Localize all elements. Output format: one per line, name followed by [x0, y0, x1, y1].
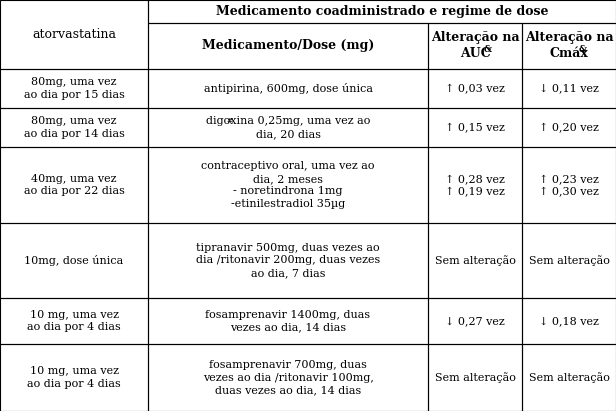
Text: contraceptivo oral, uma vez ao
dia, 2 meses
- noretindrona 1mg
-etinilestradiol : contraceptivo oral, uma vez ao dia, 2 me…	[201, 162, 375, 209]
Text: antipirina, 600mg, dose única: antipirina, 600mg, dose única	[203, 83, 373, 94]
Text: Sem alteração: Sem alteração	[434, 372, 516, 383]
Text: tipranavir 500mg, duas vezes ao
dia /ritonavir 200mg, duas vezes
ao dia, 7 dias: tipranavir 500mg, duas vezes ao dia /rit…	[196, 243, 380, 278]
Text: ↓ 0,18 vez: ↓ 0,18 vez	[539, 316, 599, 326]
Text: Medicamento/Dose (mg): Medicamento/Dose (mg)	[202, 39, 374, 52]
Bar	[522, 147, 616, 223]
Bar	[522, 344, 616, 411]
Bar	[428, 344, 522, 411]
Text: Sem alteração: Sem alteração	[529, 255, 609, 266]
Bar	[428, 69, 522, 108]
Bar	[148, 147, 428, 223]
Bar	[522, 108, 616, 147]
Text: Alteração na
Cmáx: Alteração na Cmáx	[525, 31, 614, 60]
Bar	[522, 69, 616, 108]
Text: 10 mg, uma vez
ao dia por 4 dias: 10 mg, uma vez ao dia por 4 dias	[27, 366, 121, 389]
Bar	[148, 298, 428, 344]
Bar	[0, 108, 148, 147]
Bar	[0, 223, 148, 298]
Text: Medicamento coadministrado e regime de dose: Medicamento coadministrado e regime de d…	[216, 5, 548, 18]
Bar	[0, 298, 148, 344]
Bar	[428, 23, 522, 69]
Bar	[148, 23, 428, 69]
Bar	[0, 69, 148, 108]
Bar	[148, 108, 428, 147]
Text: 80mg, uma vez
ao dia por 14 dias: 80mg, uma vez ao dia por 14 dias	[23, 116, 124, 139]
Text: 80mg, uma vez
ao dia por 15 dias: 80mg, uma vez ao dia por 15 dias	[23, 77, 124, 99]
Text: &: &	[579, 45, 587, 54]
Bar	[0, 0, 148, 69]
Text: atorvastatina: atorvastatina	[32, 28, 116, 41]
Text: ↑ 0,20 vez: ↑ 0,20 vez	[539, 122, 599, 133]
Text: digoxina 0,25mg, uma vez ao
dia, 20 dias: digoxina 0,25mg, uma vez ao dia, 20 dias	[206, 116, 370, 139]
Text: #: #	[226, 117, 232, 125]
Text: 10 mg, uma vez
ao dia por 4 dias: 10 mg, uma vez ao dia por 4 dias	[27, 310, 121, 332]
Text: ↑ 0,23 vez
↑ 0,30 vez: ↑ 0,23 vez ↑ 0,30 vez	[539, 174, 599, 196]
Bar	[0, 147, 148, 223]
Bar	[0, 344, 148, 411]
Text: Sem alteração: Sem alteração	[529, 372, 609, 383]
Text: 40mg, uma vez
ao dia por 22 dias: 40mg, uma vez ao dia por 22 dias	[23, 174, 124, 196]
Text: ↑ 0,28 vez
↑ 0,19 vez: ↑ 0,28 vez ↑ 0,19 vez	[445, 174, 505, 196]
Text: Alteração na
AUC: Alteração na AUC	[431, 31, 519, 60]
Bar	[522, 223, 616, 298]
Bar	[522, 23, 616, 69]
Text: &: &	[484, 45, 492, 54]
Text: ↓ 0,11 vez: ↓ 0,11 vez	[539, 83, 599, 93]
Text: 10mg, dose única: 10mg, dose única	[25, 255, 124, 266]
Bar	[428, 147, 522, 223]
Bar	[522, 298, 616, 344]
Bar	[148, 344, 428, 411]
Bar	[148, 69, 428, 108]
Bar	[148, 223, 428, 298]
Bar	[428, 223, 522, 298]
Text: ↑ 0,03 vez: ↑ 0,03 vez	[445, 83, 505, 93]
Bar	[428, 108, 522, 147]
Text: fosamprenavir 700mg, duas
vezes ao dia /ritonavir 100mg,
duas vezes ao dia, 14 d: fosamprenavir 700mg, duas vezes ao dia /…	[203, 360, 373, 395]
Text: ↓ 0,27 vez: ↓ 0,27 vez	[445, 316, 505, 326]
Text: ↑ 0,15 vez: ↑ 0,15 vez	[445, 122, 505, 133]
Bar	[148, 0, 616, 23]
Text: Sem alteração: Sem alteração	[434, 255, 516, 266]
Bar	[428, 298, 522, 344]
Text: fosamprenavir 1400mg, duas
vezes ao dia, 14 dias: fosamprenavir 1400mg, duas vezes ao dia,…	[206, 310, 371, 332]
